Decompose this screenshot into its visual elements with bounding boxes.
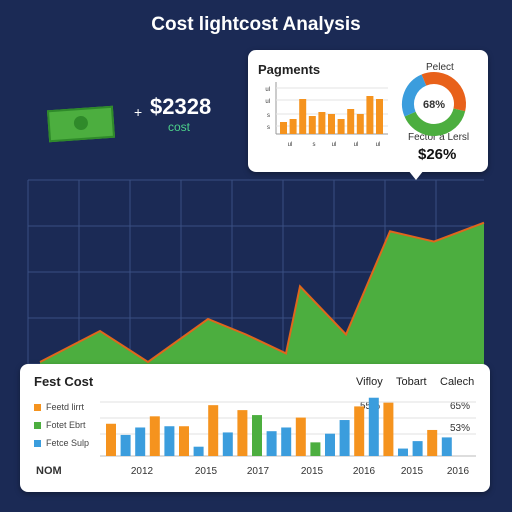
cost-bar <box>222 432 233 456</box>
payments-bar <box>347 109 355 134</box>
donut-caption-value: $26% <box>418 146 457 163</box>
cost-bar <box>281 427 292 456</box>
cost-bar <box>135 427 146 456</box>
cost-bar <box>427 429 438 456</box>
cost-x-tick: 2015 <box>195 466 218 477</box>
payments-x-tick: ul <box>288 142 293 148</box>
legend-item: Fetce Sulp <box>34 438 89 448</box>
cost-bar <box>325 433 335 456</box>
cost-row-label: NOM <box>36 465 62 477</box>
cost-x-tick: 2015 <box>401 466 424 477</box>
cost-bar <box>149 416 160 456</box>
legend-label: Fetce Sulp <box>46 438 90 448</box>
cost-bar <box>208 405 219 456</box>
cost-x-tick: 2015 <box>301 466 324 477</box>
cost-bar <box>237 410 248 456</box>
cost-panel-title: Fest Cost <box>34 374 94 389</box>
cost-bar <box>368 397 379 456</box>
cost-bar <box>193 446 204 456</box>
donut-slice <box>404 108 466 136</box>
payments-x-tick: ul <box>376 142 381 148</box>
page-title: Cost lightcost Analysis <box>151 14 361 35</box>
percent-label: 65% <box>450 401 471 412</box>
payments-bar <box>356 114 364 134</box>
payments-title: Pagments <box>258 62 321 77</box>
payments-y-tick: ul <box>265 87 270 93</box>
callout-pointer <box>408 170 424 180</box>
cost-bar <box>266 431 277 456</box>
cost-bar <box>339 420 350 456</box>
payments-bar <box>289 119 297 134</box>
donut-slice <box>421 72 466 112</box>
cost-bar <box>120 434 131 456</box>
payments-y-tick: s <box>267 113 270 119</box>
payments-x-tick: ul <box>332 142 337 148</box>
payments-bar <box>299 99 307 134</box>
cost-bar <box>441 437 452 456</box>
column-header-2: Tobart <box>396 376 427 388</box>
cash-value: $2328 <box>150 94 212 119</box>
cost-bar <box>295 417 306 456</box>
donut-title: Pelect <box>426 62 454 73</box>
donut-caption: Fector a Lersl <box>408 132 470 143</box>
area-series-fill <box>40 222 484 370</box>
payments-x-tick: ul <box>354 142 359 148</box>
cost-bar <box>383 402 394 456</box>
cost-x-tick: 2016 <box>447 466 470 477</box>
payments-bar <box>337 119 345 134</box>
payments-bar <box>280 122 287 134</box>
cash-plus-sign: + <box>134 104 143 120</box>
cost-x-tick: 2017 <box>247 466 270 477</box>
payments-y-tick: ul <box>265 99 270 105</box>
payments-bar <box>376 99 383 134</box>
cost-bar <box>398 448 408 456</box>
cost-bar <box>164 426 175 456</box>
payments-bar <box>328 114 335 134</box>
cost-bar <box>412 441 423 456</box>
cost-bar <box>106 423 116 456</box>
payments-bar <box>318 112 326 134</box>
payments-x-tick: s <box>313 142 316 148</box>
payments-bar <box>366 96 374 134</box>
payments-bar <box>308 116 316 134</box>
cost-bar <box>179 426 189 456</box>
payments-y-tick: s <box>267 125 270 131</box>
area-series-line <box>39 221 485 364</box>
column-header-3: Calech <box>440 376 475 388</box>
legend-label: Fotet Ebrt <box>46 420 86 430</box>
cost-x-tick: 2012 <box>131 466 154 477</box>
cost-x-tick: 2016 <box>353 466 376 477</box>
legend-item: Feetd lirrt <box>34 402 84 412</box>
cash-subtitle: cost <box>168 120 191 134</box>
legend-item: Fotet Ebrt <box>34 420 86 430</box>
percent-label: 53% <box>450 423 471 434</box>
donut-slice <box>402 74 427 117</box>
column-header-1: Vifloy <box>356 376 383 388</box>
cost-bar <box>252 415 262 456</box>
legend-label: Feetd lirrt <box>46 402 85 412</box>
cost-bar <box>354 406 365 456</box>
donut-center-label: 68% <box>423 99 445 111</box>
cost-bar <box>310 442 321 456</box>
